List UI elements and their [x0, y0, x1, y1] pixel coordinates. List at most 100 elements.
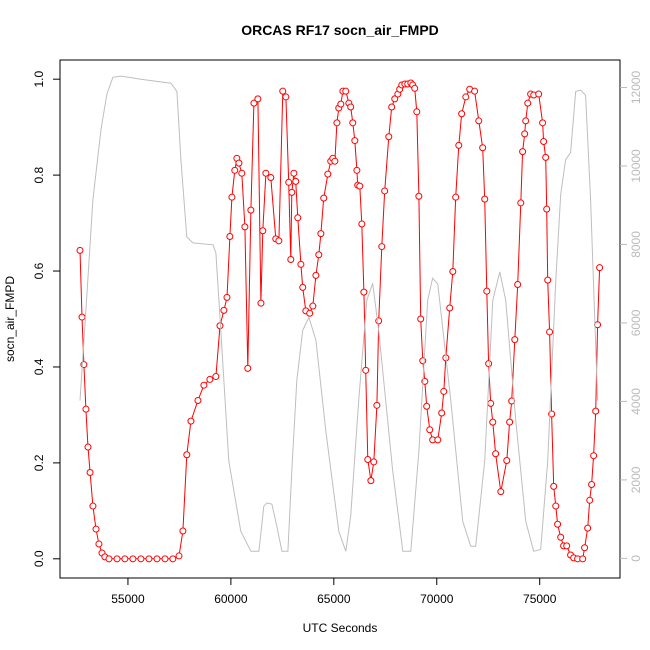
x-tick-label: 60000 — [214, 592, 248, 606]
data-point — [287, 256, 295, 264]
data-point — [337, 100, 345, 108]
data-point — [391, 95, 399, 103]
series-line — [79, 75, 599, 552]
data-point — [449, 268, 457, 276]
data-point — [358, 220, 366, 228]
data-point — [360, 288, 368, 296]
data-point — [262, 169, 270, 177]
x-tick-label: 55000 — [111, 592, 145, 606]
data-point — [542, 153, 550, 161]
data-point — [351, 137, 359, 145]
data-point — [257, 299, 265, 307]
data-point — [419, 357, 427, 365]
y2-tick-label: 4000 — [629, 388, 643, 415]
data-point — [497, 488, 505, 496]
data-point — [282, 93, 290, 101]
y2-tick-label: 2000 — [629, 466, 643, 493]
data-point — [411, 84, 419, 92]
x-tick-label: 65000 — [317, 592, 351, 606]
data-point — [503, 456, 511, 464]
data-point — [557, 533, 565, 541]
data-point — [517, 199, 525, 207]
data-point — [317, 230, 325, 238]
data-point — [540, 138, 548, 146]
data-point — [581, 544, 589, 552]
y-tick-label: 0.8 — [32, 166, 46, 183]
data-point — [423, 402, 431, 410]
data-point — [129, 555, 137, 563]
data-point — [333, 119, 341, 127]
data-point — [475, 117, 483, 125]
data-point — [331, 157, 339, 165]
data-point — [584, 524, 592, 532]
data-point — [113, 555, 121, 563]
data-point — [514, 280, 522, 288]
data-point — [563, 542, 571, 550]
data-point — [89, 502, 97, 510]
data-point — [179, 527, 187, 535]
data-point — [370, 458, 378, 466]
data-point — [385, 133, 393, 141]
data-point — [349, 119, 357, 127]
data-point — [521, 130, 529, 138]
data-point — [223, 293, 231, 301]
data-point — [462, 93, 470, 101]
data-point — [169, 555, 177, 563]
data-point — [244, 364, 252, 372]
data-point — [426, 426, 434, 434]
data-point — [586, 496, 594, 504]
data-point — [381, 187, 389, 195]
data-point — [309, 302, 317, 310]
data-point — [353, 166, 361, 174]
data-point — [231, 166, 239, 174]
data-point — [82, 405, 90, 413]
data-point — [294, 214, 302, 222]
data-point — [312, 271, 320, 279]
data-point — [539, 119, 547, 127]
x-axis-label: UTC Seconds — [303, 621, 378, 635]
data-point — [479, 144, 487, 152]
data-point — [275, 237, 283, 245]
data-point — [483, 287, 491, 295]
data-point — [446, 304, 454, 312]
data-point — [153, 555, 161, 563]
data-point — [228, 193, 236, 201]
data-point — [315, 251, 323, 259]
data-point — [458, 110, 466, 118]
data-point — [438, 409, 446, 417]
data-point — [543, 205, 551, 213]
data-point — [364, 456, 372, 464]
data-point — [590, 452, 598, 460]
data-point — [342, 87, 350, 95]
data-point — [471, 87, 479, 95]
data-point — [299, 283, 307, 291]
data-point — [455, 141, 463, 149]
data-point — [522, 117, 530, 125]
data-point — [452, 193, 460, 201]
y2-tick-label: 6000 — [629, 309, 643, 336]
data-point — [254, 95, 262, 103]
data-point — [187, 417, 195, 425]
chart-title: ORCAS RF17 socn_air_FMPD — [241, 22, 439, 38]
y2-tick-label: 10000 — [629, 149, 643, 183]
data-point — [324, 170, 332, 178]
data-point — [596, 264, 604, 272]
data-point — [375, 317, 383, 325]
data-point — [241, 223, 249, 231]
data-point — [356, 182, 364, 190]
data-point — [544, 276, 552, 284]
data-point — [105, 555, 113, 563]
data-point — [552, 502, 560, 510]
y2-tick-label: 0 — [629, 555, 643, 562]
data-point — [86, 468, 94, 476]
data-point — [413, 108, 421, 116]
data-point — [508, 397, 516, 405]
data-point — [84, 443, 92, 451]
data-point — [434, 436, 442, 444]
data-point — [492, 450, 500, 458]
data-point — [489, 418, 497, 426]
data-point — [297, 260, 305, 268]
x-tick-label: 70000 — [420, 592, 454, 606]
data-point — [285, 178, 293, 186]
data-point — [554, 520, 562, 528]
